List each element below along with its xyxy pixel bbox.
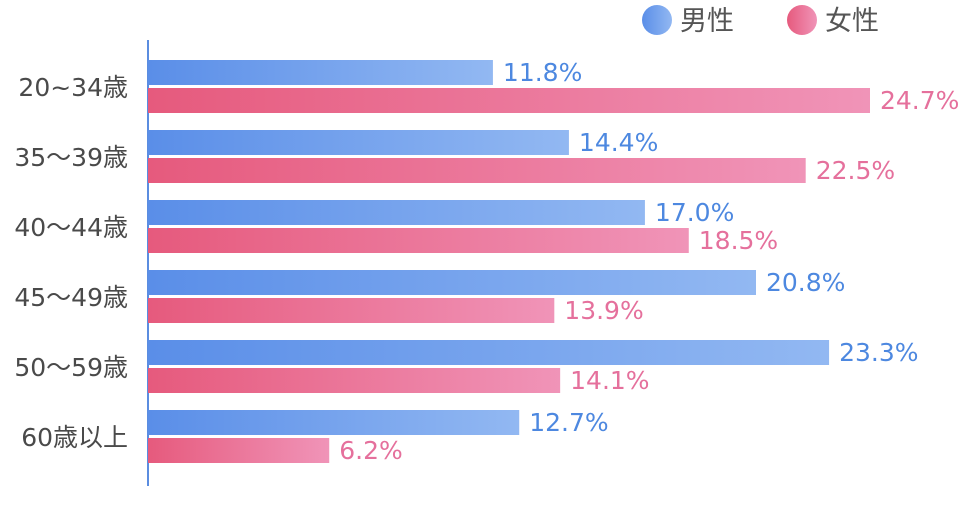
bar-female [148,158,806,183]
data-label-male: 23.3% [839,338,918,367]
data-label-female: 18.5% [699,226,778,255]
bar-male [148,410,520,435]
data-label-male: 11.8% [503,58,582,87]
value-labels: 11.8% 24.7% 14.4% 22.5% 17.0%18.5% 20.8% 13.9%… [339,58,959,465]
data-label-female: 24.7% [880,86,959,115]
legend: 男性 女性 [642,5,879,37]
bar-male [148,200,645,225]
data-label-male: 12.7% [529,408,608,437]
category-label: 50〜59歳 [14,353,128,382]
category-label: 60歳以上 [21,423,128,452]
category-labels: 20~34歳 35〜39歳 40〜44歳 45〜49歳 50〜59歳 60歳以上 [14,73,128,452]
bar-female [148,438,330,463]
bar-female [148,228,689,253]
category-label: 35〜39歳 [14,143,128,172]
bar-female [148,368,561,393]
bar-male [148,130,569,155]
legend-swatch-male [642,5,672,35]
bars [148,60,870,463]
legend-swatch-female [787,5,817,35]
bar-male [148,270,756,295]
legend-label-male: 男性 [680,6,734,37]
category-label: 45〜49歳 [14,283,128,312]
legend-label-female: 女性 [825,6,879,37]
data-label-female: 6.2% [339,436,403,465]
bar-male [148,340,830,365]
data-label-male: 20.8% [766,268,845,297]
data-label-female: 14.1% [570,366,649,395]
data-label-female: 13.9% [564,296,643,325]
bar-male [148,60,493,85]
category-label: 40〜44歳 [14,213,128,242]
category-label: 20~34歳 [18,73,128,102]
data-label-female: 22.5% [816,156,895,185]
bar-female [148,88,870,113]
bar-female [148,298,555,323]
data-label-male: 17.0% [655,198,734,227]
data-label-male: 14.4% [579,128,658,157]
